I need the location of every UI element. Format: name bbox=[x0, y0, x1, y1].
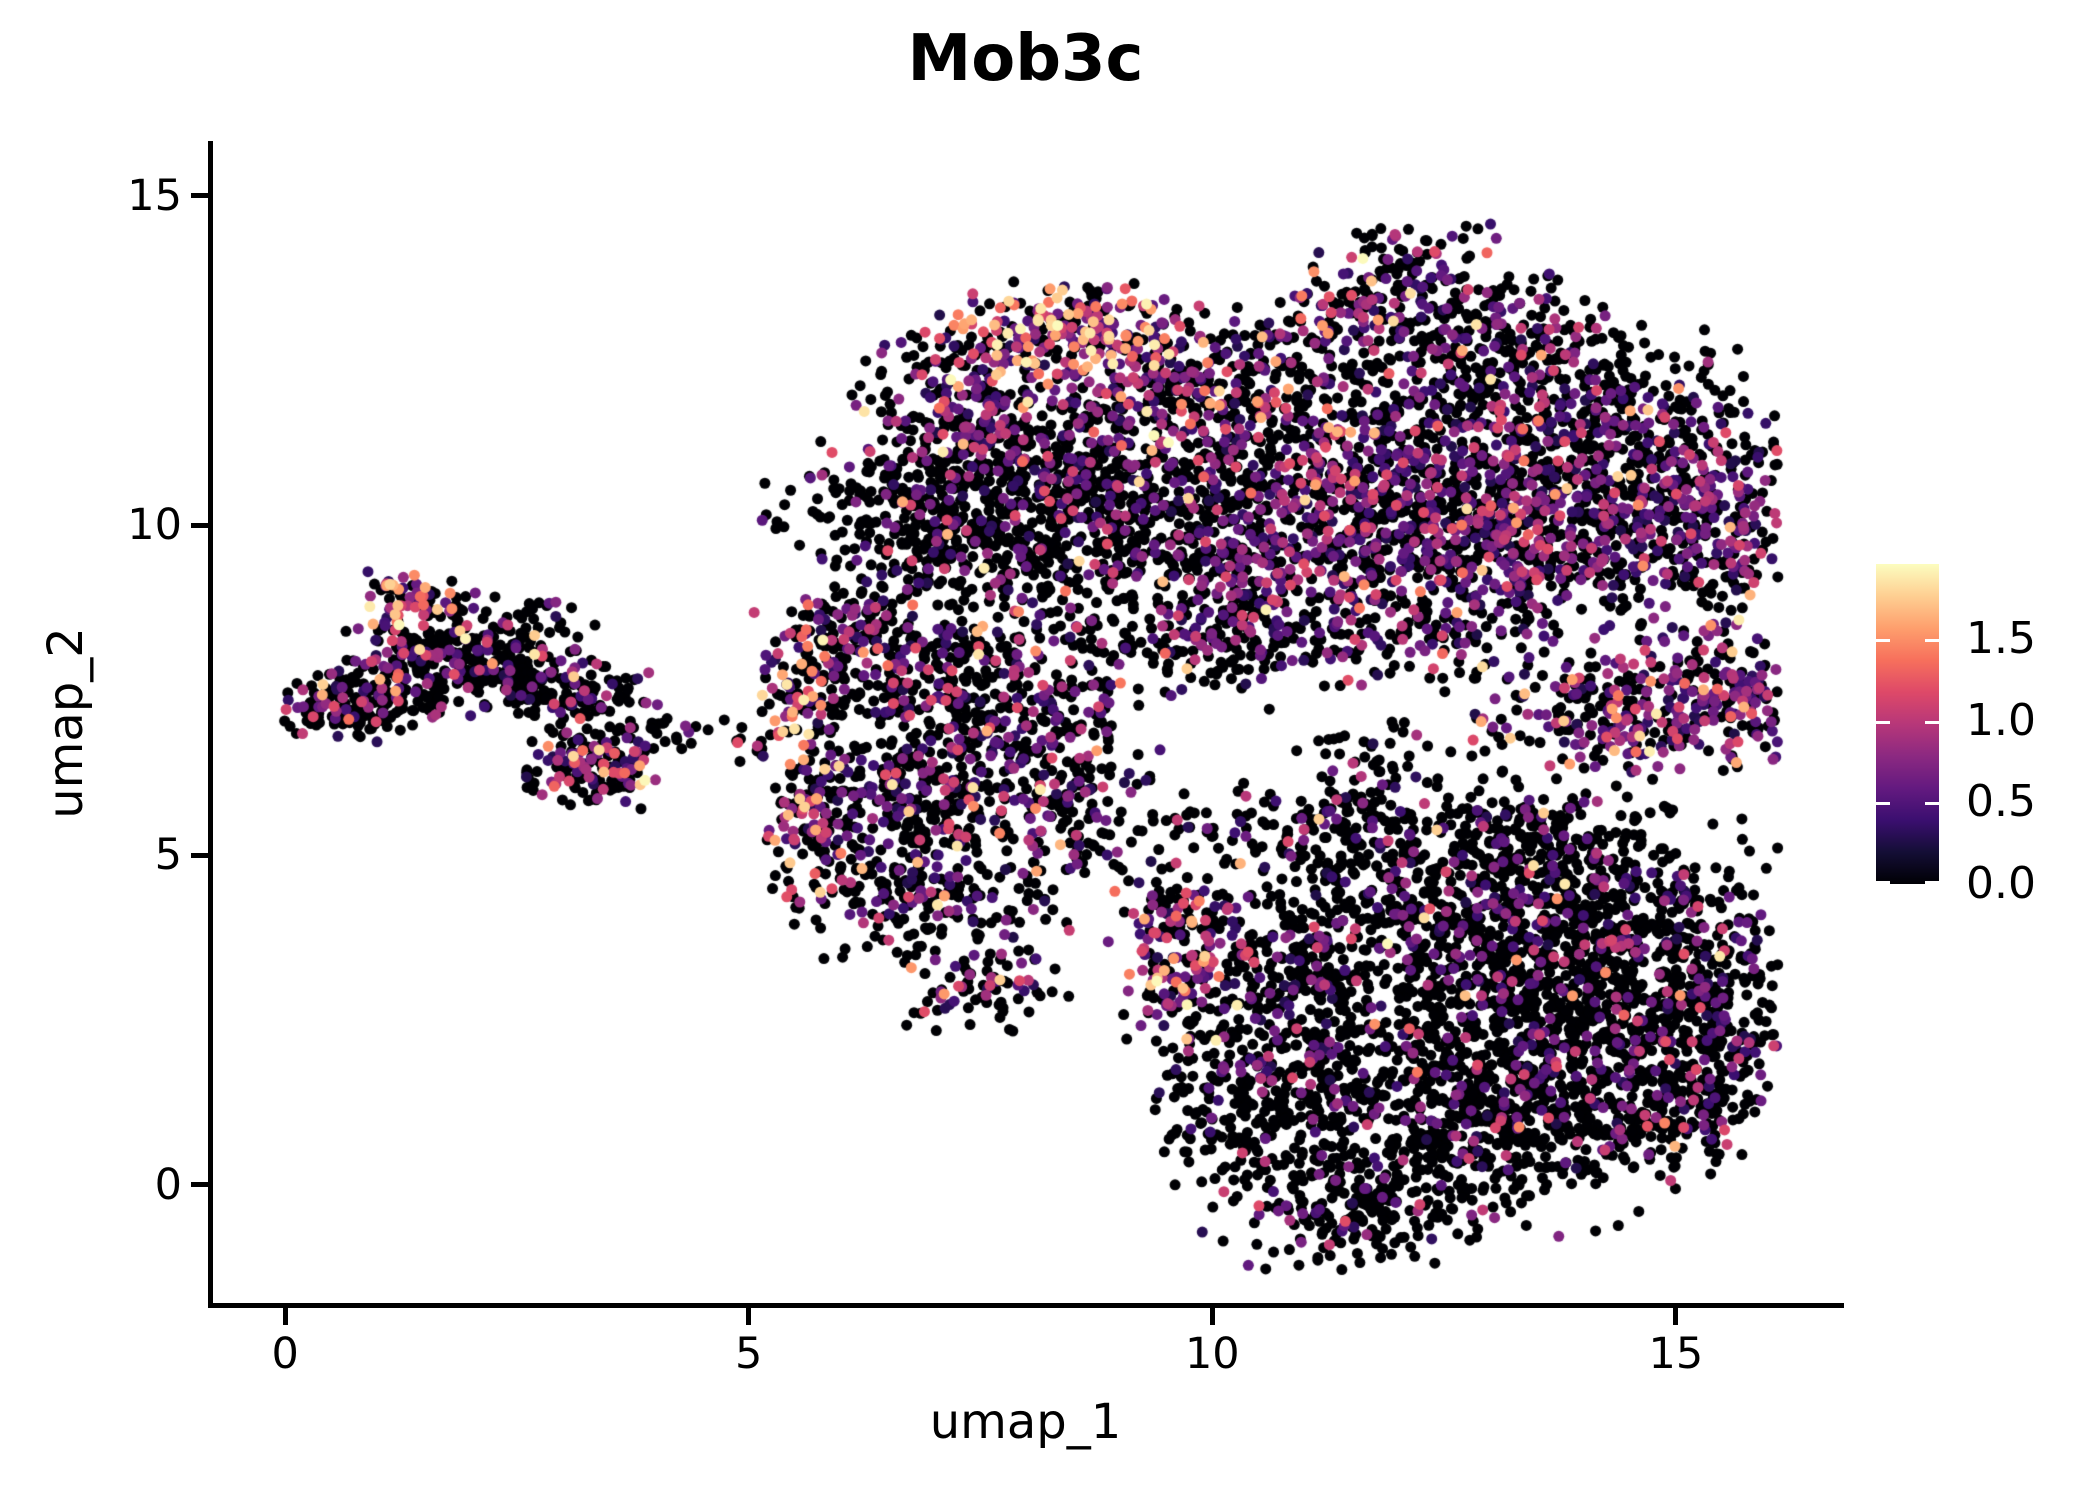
y-tick-mark bbox=[191, 522, 208, 528]
x-tick-label: 0 bbox=[271, 1329, 299, 1379]
colorbar-tick-mark bbox=[1876, 881, 1890, 884]
x-tick-mark bbox=[746, 1308, 752, 1325]
expression-colorbar bbox=[1876, 564, 1939, 884]
y-tick-label: 15 bbox=[127, 170, 182, 221]
colorbar-tick-mark bbox=[1876, 720, 1890, 724]
colorbar-tick-mark bbox=[1925, 881, 1939, 884]
y-tick-mark bbox=[191, 1182, 208, 1188]
x-tick-mark bbox=[1673, 1308, 1679, 1325]
plot-title: Mob3c bbox=[907, 22, 1144, 96]
colorbar-tick-mark bbox=[1876, 639, 1890, 643]
colorbar-tick-mark bbox=[1876, 802, 1890, 806]
colorbar-tick-label: 0.0 bbox=[1966, 858, 2036, 909]
y-axis-line bbox=[208, 141, 213, 1308]
x-tick-label: 5 bbox=[735, 1329, 763, 1379]
y-axis-title: umap_2 bbox=[38, 627, 94, 819]
x-axis-line bbox=[208, 1303, 1844, 1308]
x-tick-label: 10 bbox=[1184, 1329, 1240, 1379]
y-tick-label: 5 bbox=[154, 830, 182, 881]
x-tick-mark bbox=[282, 1308, 288, 1325]
y-tick-label: 10 bbox=[127, 500, 182, 551]
colorbar-tick-label: 1.0 bbox=[1966, 694, 2036, 746]
y-tick-label: 0 bbox=[154, 1159, 182, 1210]
x-axis-title: umap_1 bbox=[929, 1394, 1122, 1450]
y-tick-mark bbox=[191, 852, 208, 858]
x-tick-mark bbox=[1209, 1308, 1215, 1325]
x-tick-label: 15 bbox=[1648, 1329, 1704, 1379]
colorbar-tick-label: 0.5 bbox=[1966, 776, 2036, 828]
colorbar-tick-mark bbox=[1925, 802, 1939, 806]
colorbar-tick-mark bbox=[1925, 639, 1939, 643]
colorbar-tick-mark bbox=[1925, 720, 1939, 724]
y-tick-mark bbox=[191, 193, 208, 199]
umap-scatter-canvas bbox=[211, 141, 1840, 1305]
colorbar-tick-label: 1.5 bbox=[1966, 613, 2036, 665]
